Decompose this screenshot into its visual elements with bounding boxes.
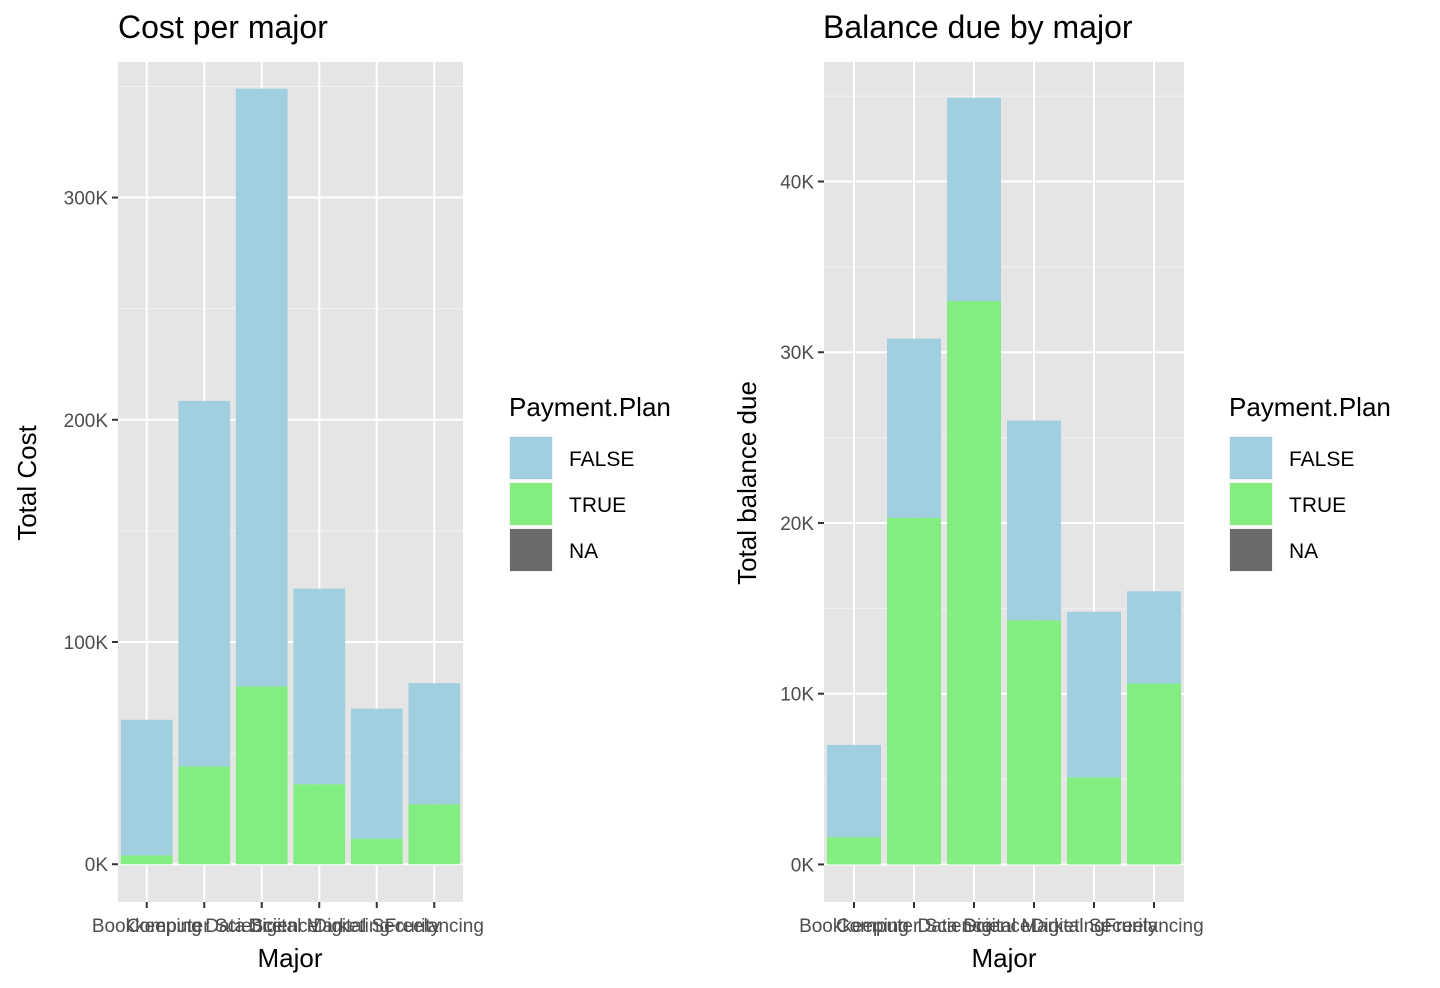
legend-label-na: NA <box>569 540 598 563</box>
bar-true-digital-security <box>350 838 403 865</box>
balance-due-by-major-chart: Balance due by major Total balance due M… <box>732 9 1391 973</box>
bar-false-computer-science <box>178 400 231 767</box>
legend: Payment.Plan FALSE TRUE NA <box>509 392 671 572</box>
legend-title: Payment.Plan <box>1229 392 1391 422</box>
x-tick-label: Digital Security <box>1031 916 1158 937</box>
legend-swatch-false <box>1230 437 1272 479</box>
legend-label-true: TRUE <box>1289 494 1346 517</box>
legend-swatch-na <box>510 529 552 571</box>
bar-true-data-science <box>947 301 1001 865</box>
y-tick-label: 200K <box>64 411 109 432</box>
x-tick-label: Digital Marketing <box>963 916 1105 937</box>
x-tick-label: Freelancing <box>1104 916 1203 937</box>
y-axis-title: Total balance due <box>732 381 762 585</box>
legend-label-true: TRUE <box>569 494 626 517</box>
plot-background <box>118 62 463 902</box>
bar-false-bookkeeping <box>120 719 173 856</box>
bar-true-freelancing <box>1127 683 1181 865</box>
bar-true-digital-security <box>1067 777 1121 865</box>
legend-title: Payment.Plan <box>509 392 671 422</box>
y-tick-label: 10K <box>780 685 814 706</box>
x-tick-label: Bookkeeping <box>799 916 909 937</box>
legend-label-false: FALSE <box>569 448 634 471</box>
y-tick-label: 0K <box>791 855 815 876</box>
legend: Payment.Plan FALSE TRUE NA <box>1229 392 1391 572</box>
bar-true-data-science <box>235 686 288 865</box>
bar-true-computer-science <box>178 766 231 865</box>
bar-false-data-science <box>235 88 288 687</box>
bar-false-freelancing <box>408 683 461 805</box>
bar-true-digital-marketing <box>293 784 346 865</box>
bar-true-bookkeeping <box>120 855 173 865</box>
x-tick-label: Digital Marketing <box>249 916 391 937</box>
cost-per-major-chart: Cost per major Total Cost Major 0K 100K 20… <box>12 9 671 973</box>
legend-label-false: FALSE <box>1289 448 1354 471</box>
y-tick-label: 40K <box>780 173 814 194</box>
bar-true-bookkeeping <box>827 837 881 865</box>
bar-false-digital-security <box>1067 611 1121 778</box>
bar-false-bookkeeping <box>827 744 881 838</box>
plot-background <box>824 62 1184 902</box>
y-tick-label: 100K <box>64 633 109 654</box>
y-tick-label: 300K <box>64 189 109 210</box>
bar-true-digital-marketing <box>1007 620 1061 865</box>
y-tick-label: 20K <box>780 514 814 535</box>
y-tick-label: 30K <box>780 343 814 364</box>
legend-swatch-false <box>510 437 552 479</box>
chart-title: Balance due by major <box>823 9 1133 45</box>
bar-false-digital-marketing <box>293 588 346 785</box>
legend-swatch-na <box>1230 529 1272 571</box>
bar-false-data-science <box>947 97 1001 302</box>
x-tick-label: Digital Security <box>313 916 440 937</box>
bar-false-computer-science <box>887 338 941 518</box>
x-tick-label: Bookkeeping <box>92 916 202 937</box>
x-axis-title: Major <box>257 943 322 973</box>
y-axis-title: Total Cost <box>12 424 42 540</box>
legend-swatch-true <box>510 483 552 525</box>
x-tick-label: Computer Science <box>126 916 282 937</box>
legend-swatch-true <box>1230 483 1272 525</box>
legend-label-na: NA <box>1289 540 1318 563</box>
bar-false-digital-security <box>350 708 403 839</box>
y-tick-label: 0K <box>85 855 109 876</box>
bar-true-freelancing <box>408 804 461 865</box>
bar-false-digital-marketing <box>1007 420 1061 621</box>
bar-false-freelancing <box>1127 591 1181 684</box>
x-tick-label: Freelancing <box>385 916 484 937</box>
x-tick-label: Computer Science <box>836 916 992 937</box>
chart-title: Cost per major <box>118 9 328 45</box>
x-tick-label: Data Science <box>917 916 1030 937</box>
x-axis-title: Major <box>971 943 1036 973</box>
bar-true-computer-science <box>887 517 941 865</box>
x-tick-label: Data Science <box>205 916 318 937</box>
